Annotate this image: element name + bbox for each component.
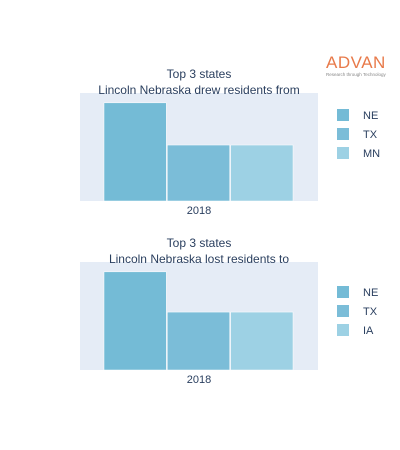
- bar-tx: [167, 311, 230, 371]
- legend-swatch-mn: [337, 147, 349, 159]
- legend-label-ne: NE: [363, 110, 378, 122]
- chart-title: Top 3 states: [167, 236, 232, 250]
- legend-swatch-tx: [337, 128, 349, 140]
- bar-ne: [103, 271, 167, 371]
- bar-tx: [167, 144, 230, 202]
- chart-subtitle: Lincoln Nebraska drew residents from: [98, 83, 299, 97]
- bar-mn: [230, 144, 294, 202]
- legend-label-tx: TX: [363, 306, 378, 318]
- x-tick-label: 2018: [187, 374, 211, 386]
- bar-ne: [103, 102, 167, 202]
- logo-tagline: Research through Technology: [326, 72, 386, 77]
- legend: NE TX IA: [337, 286, 378, 337]
- chart-1: Top 3 states Lincoln Nebraska drew reside…: [80, 67, 380, 217]
- chart-title: Top 3 states: [167, 67, 232, 81]
- advan-logo: ADVAN Research through Technology: [326, 54, 394, 78]
- legend-label-mn: MN: [363, 148, 380, 160]
- legend: NE TX MN: [337, 109, 380, 160]
- legend-swatch-tx: [337, 305, 349, 317]
- chart-2: Top 3 states Lincoln Nebraska lost reside…: [80, 236, 378, 386]
- legend-label-tx: TX: [363, 129, 378, 141]
- bar-ia: [230, 311, 294, 371]
- x-tick-label: 2018: [187, 205, 211, 217]
- legend-swatch-ne: [337, 109, 349, 121]
- legend-swatch-ia: [337, 324, 349, 336]
- logo-wordmark: ADVAN: [326, 53, 386, 72]
- legend-label-ne: NE: [363, 287, 378, 299]
- chart-subtitle: Lincoln Nebraska lost residents to: [109, 252, 289, 266]
- legend-label-ia: IA: [363, 325, 374, 337]
- legend-swatch-ne: [337, 286, 349, 298]
